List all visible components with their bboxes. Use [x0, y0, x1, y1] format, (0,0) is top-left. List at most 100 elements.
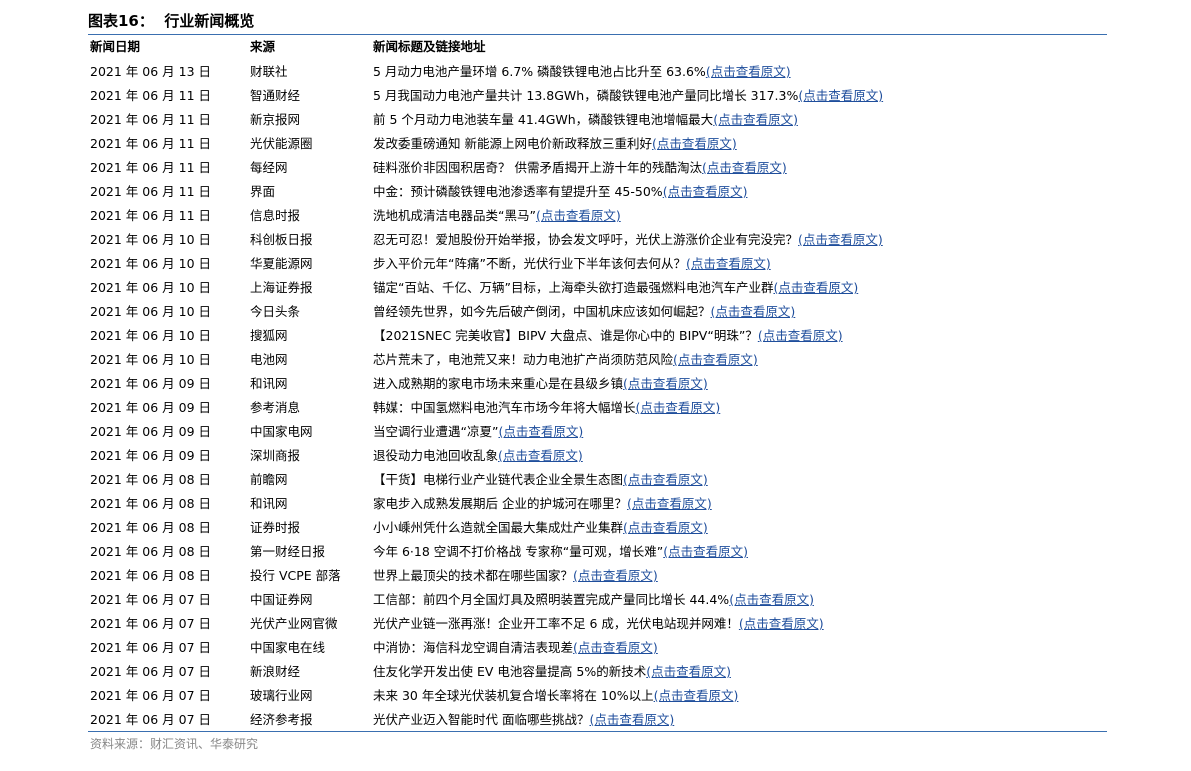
article-link[interactable]: (点击查看原文): [623, 520, 708, 535]
headline: 中消协：海信科龙空调自清洁表现差: [373, 640, 574, 655]
source-cell: 玻璃行业网: [250, 688, 313, 703]
article-link[interactable]: (点击查看原文): [713, 112, 798, 127]
article-link[interactable]: (点击查看原文): [635, 400, 721, 415]
article-link[interactable]: (点击查看原文): [673, 352, 758, 367]
headline: 芯片荒未了，电池荒又来！动力电池扩产尚须防范风险: [373, 352, 674, 367]
header-cell: 新闻标题及链接地址: [373, 39, 486, 54]
headline: 家电步入成熟发展期后 企业的护城河在哪里？: [373, 496, 627, 511]
headline: 5 月我国动力电池产量共计 13.8GWh，磷酸铁锂电池产量同比增长 317.3…: [373, 88, 799, 103]
source-cell: 深圳商报: [250, 448, 301, 463]
article-link[interactable]: (点击查看原文): [685, 256, 771, 271]
headline: 小小嵊州凭什么造就全国最大集成灶产业集群: [373, 520, 624, 535]
article-link[interactable]: (点击查看原文): [798, 88, 884, 103]
source-cell: 上海证券报: [250, 280, 313, 295]
source-cell: 中国家电在线: [250, 640, 326, 655]
table-row: 2021 年 06 月 09 日 和讯网 进入成熟期的家电市场未来重心是在县级乡镇(…: [88, 372, 1107, 396]
source-cell: 第一财经日报: [250, 544, 326, 559]
headline-cell: 【干货】电梯行业产业链代表企业全景生态图(点击查看原文): [373, 468, 708, 492]
date-cell: 2021 年 06 月 08 日: [90, 568, 211, 583]
headline: 【2021SNEC 完美收官】BIPV 大盘点、谁是你心中的 BIPV“明珠”？: [373, 328, 758, 343]
date-cell: 2021 年 06 月 10 日: [90, 304, 211, 319]
headline: 工信部：前四个月全国灯具及照明装置完成产量同比增长 44.4%: [373, 592, 730, 607]
headline-cell: 韩媒：中国氢燃料电池汽车市场今年将大幅增长(点击查看原文): [373, 396, 720, 420]
date-cell: 2021 年 06 月 11 日: [90, 112, 211, 127]
headline: 锚定“百站、千亿、万辆”目标，上海牵头欲打造最强燃料电池汽车产业群: [373, 280, 774, 295]
table-row: 2021 年 06 月 10 日 今日头条 曾经领先世界，如今先后破产倒闭，中国机床…: [88, 300, 1107, 324]
headline: 步入平价元年“阵痛”不断，光伏行业下半年该何去何从？: [373, 256, 686, 271]
headline-cell: 进入成熟期的家电市场未来重心是在县级乡镇(点击查看原文): [373, 372, 708, 396]
source-cell: 搜狐网: [250, 328, 288, 343]
date-cell: 2021 年 06 月 07 日: [90, 616, 211, 631]
table-row: 2021 年 06 月 07 日 光伏产业网官微 光伏产业链一涨再涨！企业开工率不足…: [88, 612, 1107, 636]
table-row: 2021 年 06 月 07 日 玻璃行业网 未来 30 年全球光伏装机复合增长率将…: [88, 684, 1107, 708]
article-link[interactable]: (点击查看原文): [705, 64, 791, 79]
article-link[interactable]: (点击查看原文): [663, 544, 748, 559]
article-link[interactable]: (点击查看原文): [738, 616, 824, 631]
headline: 世界上最顶尖的技术都在哪些国家？: [373, 568, 574, 583]
article-link[interactable]: (点击查看原文): [653, 688, 739, 703]
source-cell: 智通财经: [250, 88, 301, 103]
date-cell: 2021 年 06 月 10 日: [90, 280, 211, 295]
headline-cell: 工信部：前四个月全国灯具及照明装置完成产量同比增长 44.4%(点击查看原文): [373, 588, 814, 612]
table-row: 2021 年 06 月 11 日 新京报网 前 5 个月动力电池装车量 41.4GW…: [88, 108, 1107, 132]
source-cell: 科创板日报: [250, 232, 313, 247]
headline-cell: 前 5 个月动力电池装车量 41.4GWh，磷酸铁锂电池增幅最大(点击查看原文): [373, 108, 798, 132]
headline-cell: 家电步入成熟发展期后 企业的护城河在哪里？(点击查看原文): [373, 492, 712, 516]
date-cell: 2021 年 06 月 07 日: [90, 664, 211, 679]
article-link[interactable]: (点击查看原文): [589, 712, 675, 727]
headline-cell: 芯片荒未了，电池荒又来！动力电池扩产尚须防范风险(点击查看原文): [373, 348, 758, 372]
source-cell: 光伏产业网官微: [250, 616, 338, 631]
headline-cell: 光伏产业迈入智能时代 面临哪些挑战？(点击查看原文): [373, 708, 674, 732]
date-cell: 2021 年 06 月 07 日: [90, 712, 211, 727]
table-row: 2021 年 06 月 07 日 中国家电在线 中消协：海信科龙空调自清洁表现差(点…: [88, 636, 1107, 660]
article-link[interactable]: (点击查看原文): [573, 568, 658, 583]
article-link[interactable]: (点击查看原文): [623, 472, 708, 487]
headline: 光伏产业链一涨再涨！企业开工率不足 6 成，光伏电站现并网难！: [373, 616, 739, 631]
article-link[interactable]: (点击查看原文): [535, 208, 621, 223]
article-link[interactable]: (点击查看原文): [646, 664, 731, 679]
headline: 进入成熟期的家电市场未来重心是在县级乡镇: [373, 376, 624, 391]
table-row: 2021 年 06 月 11 日 界面 中金：预计磷酸铁锂电池渗透率有望提升至 45…: [88, 180, 1107, 204]
date-cell: 2021 年 06 月 10 日: [90, 352, 211, 367]
table-row: 2021 年 06 月 11 日 每经网 硅料涨价非因囤积居奇？ 供需矛盾揭开上游十…: [88, 156, 1107, 180]
source-cell: 参考消息: [250, 400, 301, 415]
article-link[interactable]: (点击查看原文): [773, 280, 859, 295]
headline-cell: 中消协：海信科龙空调自清洁表现差(点击查看原文): [373, 636, 658, 660]
source-cell: 电池网: [250, 352, 288, 367]
table-row: 2021 年 06 月 10 日 华夏能源网 步入平价元年“阵痛”不断，光伏行业下半…: [88, 252, 1107, 276]
article-link[interactable]: (点击查看原文): [651, 136, 737, 151]
headline: 5 月动力电池产量环增 6.7% 磷酸铁锂电池占比升至 63.6%: [373, 64, 706, 79]
table-row: 2021 年 06 月 11 日 智通财经 5 月我国动力电池产量共计 13.8GW…: [88, 84, 1107, 108]
article-link[interactable]: (点击查看原文): [626, 496, 712, 511]
article-link[interactable]: (点击查看原文): [498, 448, 583, 463]
article-link[interactable]: (点击查看原文): [757, 328, 843, 343]
source-cell: 中国家电网: [250, 424, 313, 439]
article-link[interactable]: (点击查看原文): [623, 376, 708, 391]
headline: 发改委重磅通知 新能源上网电价新政释放三重利好: [373, 136, 652, 151]
headline-cell: 世界上最顶尖的技术都在哪些国家？(点击查看原文): [373, 564, 658, 588]
headline-cell: 中金：预计磷酸铁锂电池渗透率有望提升至 45-50%(点击查看原文): [373, 180, 747, 204]
headline-cell: 锚定“百站、千亿、万辆”目标，上海牵头欲打造最强燃料电池汽车产业群(点击查看原文…: [373, 276, 858, 300]
headline: 光伏产业迈入智能时代 面临哪些挑战？: [373, 712, 590, 727]
article-link[interactable]: (点击查看原文): [498, 424, 584, 439]
article-link[interactable]: (点击查看原文): [710, 304, 796, 319]
headline-cell: 步入平价元年“阵痛”不断，光伏行业下半年该何去何从？(点击查看原文): [373, 252, 771, 276]
source-cell: 投行 VCPE 部落: [250, 568, 341, 583]
source-cell: 今日头条: [250, 304, 301, 319]
headline: 洗地机成清洁电器品类“黑马”: [373, 208, 536, 223]
headline-cell: 曾经领先世界，如今先后破产倒闭，中国机床应该如何崛起？(点击查看原文): [373, 300, 795, 324]
article-link[interactable]: (点击查看原文): [662, 184, 748, 199]
date-cell: 2021 年 06 月 08 日: [90, 472, 211, 487]
headline-cell: 小小嵊州凭什么造就全国最大集成灶产业集群(点击查看原文): [373, 516, 708, 540]
article-link[interactable]: (点击查看原文): [798, 232, 883, 247]
date-cell: 2021 年 06 月 09 日: [90, 376, 211, 391]
source-cell: 信息时报: [250, 208, 301, 223]
headline-cell: 洗地机成清洁电器品类“黑马”(点击查看原文): [373, 204, 621, 228]
article-link[interactable]: (点击查看原文): [729, 592, 814, 607]
headline: 【干货】电梯行业产业链代表企业全景生态图: [373, 472, 624, 487]
article-link[interactable]: (点击查看原文): [573, 640, 658, 655]
table-row: 2021 年 06 月 08 日 前瞻网 【干货】电梯行业产业链代表企业全景生态图(…: [88, 468, 1107, 492]
date-cell: 2021 年 06 月 07 日: [90, 592, 211, 607]
article-link[interactable]: (点击查看原文): [701, 160, 787, 175]
table-row: 2021 年 06 月 08 日 投行 VCPE 部落 世界上最顶尖的技术都在哪些国…: [88, 564, 1107, 588]
